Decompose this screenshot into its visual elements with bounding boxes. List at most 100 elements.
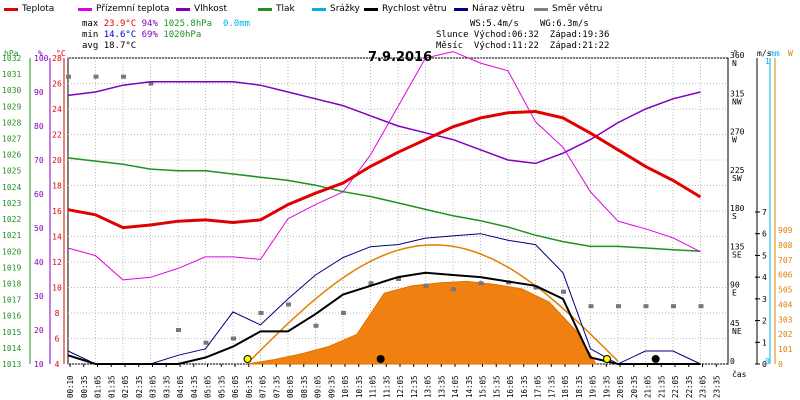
legend-teplota: Teplota bbox=[4, 2, 54, 16]
legend-label: Teplota bbox=[22, 4, 55, 14]
x-tick-label: 10:35 bbox=[355, 375, 364, 398]
w-tick-label: 303 bbox=[778, 315, 793, 324]
w-tick-label: 0 bbox=[778, 360, 783, 369]
x-tick-label: 09:05 bbox=[314, 375, 323, 398]
temp-unit-label: °C bbox=[56, 49, 66, 58]
pct-tick-label: 60 bbox=[34, 190, 44, 199]
pct-tick-label: 20 bbox=[34, 326, 44, 335]
x-tick-label: 12:35 bbox=[410, 375, 419, 398]
wind-direction-point bbox=[176, 328, 181, 332]
legend-smer-vetru: Směr větru bbox=[534, 2, 602, 16]
hpa-tick-label: 1026 bbox=[2, 151, 21, 160]
ms-tick-label: 7 bbox=[762, 208, 767, 217]
hpa-tick-label: 1029 bbox=[2, 102, 21, 111]
x-tick-label: 08:05 bbox=[286, 375, 295, 398]
x-tick-label: 02:05 bbox=[121, 375, 130, 398]
wind-direction-point bbox=[396, 277, 401, 281]
legend-swatch bbox=[534, 7, 548, 11]
stat-label: avg bbox=[82, 41, 99, 51]
min-humidity: 69% bbox=[141, 30, 158, 40]
x-tick-label: 11:05 bbox=[369, 375, 378, 398]
moon-info: Měsíc Východ:11:22 Západ:21:22 bbox=[436, 41, 610, 51]
legend-swatch bbox=[78, 7, 92, 11]
x-tick-label: 21:05 bbox=[644, 375, 653, 398]
legend-swatch bbox=[364, 7, 378, 11]
legend-label: Přízemní teplota bbox=[96, 4, 170, 14]
mm-unit-label: mm bbox=[770, 49, 780, 58]
pct-tick-label: 70 bbox=[34, 156, 44, 165]
moonset-marker bbox=[651, 355, 660, 363]
temp-tick-label: 6 bbox=[55, 335, 60, 344]
hpa-tick-label: 1020 bbox=[2, 247, 21, 256]
series-ground-temp-line bbox=[67, 51, 701, 281]
x-tick-label: 09:35 bbox=[327, 375, 336, 398]
dir-compass-label: W bbox=[732, 136, 737, 145]
wind-direction-point bbox=[121, 74, 126, 79]
w-tick-label: 202 bbox=[778, 330, 793, 339]
x-tick-label: 22:35 bbox=[685, 375, 694, 398]
dir-tick-label: 90 bbox=[730, 281, 740, 290]
hpa-tick-label: 1024 bbox=[2, 183, 21, 192]
wind-direction-point bbox=[588, 304, 594, 309]
moonrise-marker bbox=[376, 355, 385, 363]
ms-tick-label: 5 bbox=[762, 251, 767, 260]
min-temp: 14.6°C bbox=[103, 30, 137, 40]
hpa-tick-label: 1014 bbox=[2, 344, 21, 353]
series-pressure-line bbox=[67, 157, 701, 253]
wind-direction-point bbox=[203, 340, 209, 345]
temp-tick-label: 10 bbox=[52, 284, 62, 293]
hpa-tick-label: 1019 bbox=[2, 263, 21, 272]
pct-tick-label: 100 bbox=[34, 54, 49, 63]
x-tick-label: 07:35 bbox=[272, 375, 281, 398]
w-tick-label: 505 bbox=[778, 286, 793, 295]
x-tick-label: 20:05 bbox=[616, 375, 625, 398]
wind-direction-point bbox=[66, 74, 71, 79]
x-tick-label: 05:05 bbox=[204, 375, 213, 398]
hpa-tick-label: 1017 bbox=[2, 296, 21, 305]
dir-compass-label: N bbox=[732, 59, 737, 68]
temp-tick-label: 14 bbox=[52, 233, 62, 242]
x-tick-label: 06:35 bbox=[245, 375, 254, 398]
x-tick-label: 18:35 bbox=[575, 375, 584, 398]
pct-tick-label: 90 bbox=[34, 88, 44, 97]
legend-swatch bbox=[258, 7, 272, 11]
temp-tick-label: 26 bbox=[52, 80, 62, 89]
hpa-tick-label: 1031 bbox=[2, 70, 21, 79]
x-tick-label: 13:35 bbox=[437, 375, 446, 398]
mm-tick-label: 1 bbox=[765, 57, 770, 66]
x-tick-label: 23:05 bbox=[699, 375, 708, 398]
x-tick-label: 18:05 bbox=[561, 375, 570, 398]
w-tick-label: 707 bbox=[778, 256, 793, 265]
dir-tick-label: 360 bbox=[730, 51, 745, 60]
temp-tick-label: 24 bbox=[52, 105, 62, 114]
wind-direction-point bbox=[148, 81, 154, 86]
ms-tick-label: 1 bbox=[762, 338, 767, 347]
hpa-tick-label: 1028 bbox=[2, 118, 21, 127]
dir-tick-label: 225 bbox=[730, 166, 745, 175]
hpa-tick-label: 1018 bbox=[2, 279, 21, 288]
legend-label: Tlak bbox=[276, 4, 295, 14]
stats-avg-row: avg 18.7°C bbox=[82, 41, 136, 52]
hpa-tick-label: 1025 bbox=[2, 167, 21, 176]
ms-tick-label: 6 bbox=[762, 230, 767, 239]
mm-tick-label: 0 bbox=[765, 357, 770, 366]
legend-swatch bbox=[4, 7, 18, 11]
wind-direction-point bbox=[93, 74, 99, 79]
dir-tick-label: 135 bbox=[730, 242, 745, 251]
stats-max-row: max 23.9°C 94% 1025.8hPa 0.0mm bbox=[82, 19, 250, 30]
legend-label: Srážky bbox=[330, 4, 360, 14]
pct-tick-label: 50 bbox=[34, 224, 44, 233]
stat-label: min bbox=[82, 30, 99, 40]
sunset-marker bbox=[603, 355, 611, 363]
dir-unit-label: ° bbox=[733, 49, 738, 58]
legend-label: Rychlost větru bbox=[382, 4, 447, 14]
x-tick-label: 06:05 bbox=[231, 375, 240, 398]
hpa-unit-label: hPa bbox=[4, 49, 19, 58]
x-tick-label: 15:05 bbox=[479, 375, 488, 398]
series-wind-speed-line bbox=[67, 271, 701, 365]
x-tick-label: 19:35 bbox=[602, 375, 611, 398]
legend-swatch bbox=[454, 7, 468, 11]
x-tick-label: 04:35 bbox=[190, 375, 199, 398]
temp-tick-label: 8 bbox=[55, 309, 60, 318]
